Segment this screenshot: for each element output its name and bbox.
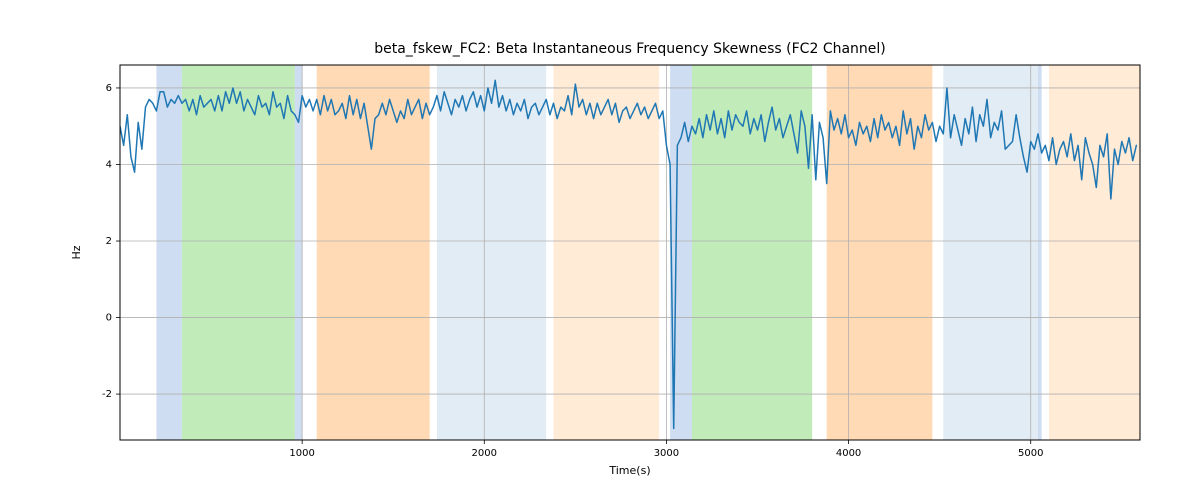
background-band: [692, 65, 812, 440]
background-band: [554, 65, 660, 440]
y-axis-label: Hz: [70, 245, 83, 259]
background-band: [1038, 65, 1042, 440]
ytick-label: 4: [106, 159, 112, 170]
plot-clip-group: [120, 65, 1140, 440]
x-axis-label: Time(s): [608, 464, 650, 477]
xtick-label: 3000: [654, 448, 679, 459]
background-band: [317, 65, 430, 440]
background-band: [156, 65, 182, 440]
xtick-label: 2000: [472, 448, 497, 459]
ytick-label: 2: [106, 236, 112, 247]
background-band: [827, 65, 933, 440]
background-band: [182, 65, 295, 440]
xtick-label: 1000: [289, 448, 314, 459]
chart-container: 1000 2000 3000 4000 5000 -2 0 2 4 6 Time(s) Hz beta_…: [0, 0, 1200, 500]
chart-svg: 1000 2000 3000 4000 5000 -2 0 2 4 6 Time(s) Hz beta_…: [0, 0, 1200, 500]
xtick-label: 4000: [836, 448, 861, 459]
ytick-label: 0: [106, 313, 112, 324]
chart-title: beta_fskew_FC2: Beta Instantaneous Frequ…: [374, 41, 886, 57]
ytick-label: 6: [106, 83, 112, 94]
ytick-label: -2: [102, 389, 112, 400]
background-band: [1049, 65, 1140, 440]
background-band: [943, 65, 1038, 440]
xtick-label: 5000: [1018, 448, 1043, 459]
background-band: [437, 65, 546, 440]
